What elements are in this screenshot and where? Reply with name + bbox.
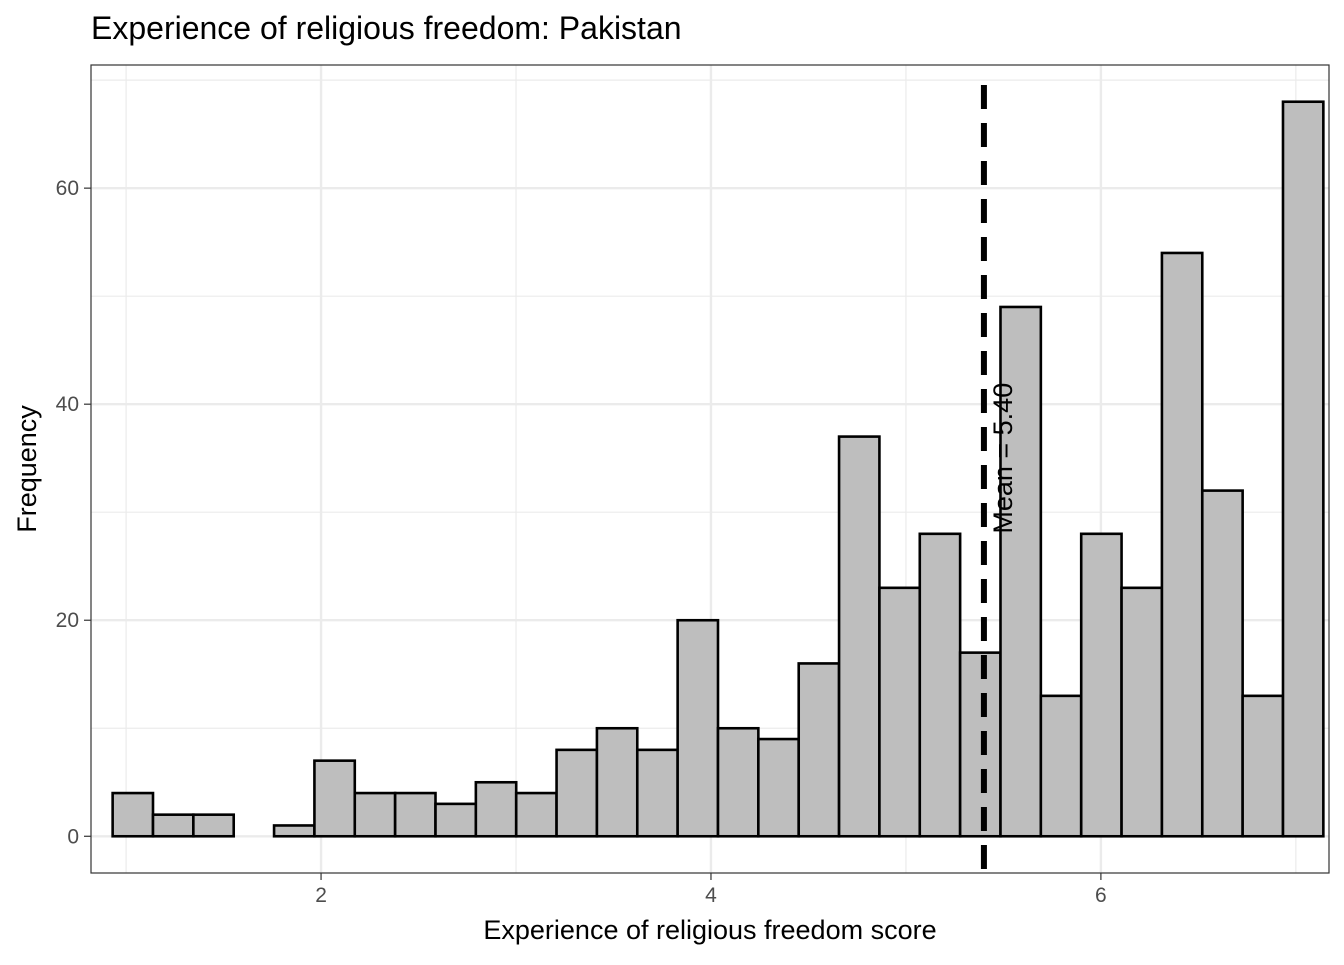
histogram-bar: [716, 726, 760, 838]
histogram-bar: [514, 791, 558, 838]
mean-label: Mean = 5.40: [988, 383, 1018, 534]
histogram-bar: [1241, 694, 1285, 838]
histogram-bar: [1039, 694, 1083, 838]
histogram-bar: [1079, 532, 1123, 838]
x-tick-label: 4: [705, 884, 717, 907]
y-tick-label: 0: [67, 825, 79, 848]
histogram-bar: [918, 532, 962, 838]
histogram-bar: [676, 618, 720, 838]
x-axis-title: Experience of religious freedom score: [483, 915, 936, 945]
histogram-bar: [595, 726, 639, 838]
histogram-bar: [313, 759, 357, 838]
histogram-bar: [111, 791, 155, 838]
histogram-bar: [192, 813, 236, 838]
y-axis-ticks: 0 20 40 60: [56, 177, 91, 848]
histogram-bar: [1120, 586, 1164, 838]
histogram-bar: [474, 780, 518, 838]
histogram-bar: [1281, 100, 1325, 838]
histogram-bar: [1200, 489, 1244, 838]
plot-panel-border: [90, 64, 1330, 874]
histogram-bar: [999, 305, 1043, 838]
y-tick-label: 60: [56, 177, 79, 200]
y-tick-label: 20: [56, 609, 79, 632]
y-axis-title: Frequency: [12, 405, 42, 533]
histogram-bar: [878, 586, 922, 838]
histogram-bar: [837, 435, 881, 838]
histogram-bar: [797, 662, 841, 838]
histogram-bar: [393, 791, 437, 838]
y-tick-label: 40: [56, 393, 79, 416]
histogram-bar: [1160, 251, 1204, 838]
histogram-bar: [555, 748, 599, 838]
histogram-bar: [434, 802, 478, 838]
histogram-bar: [635, 748, 679, 838]
histogram-bar: [272, 824, 316, 838]
histogram-bar: [757, 737, 801, 838]
histogram-bar: [353, 791, 397, 838]
x-tick-label: 6: [1095, 884, 1107, 907]
histogram-bar: [958, 651, 1002, 838]
histogram-bars: [111, 100, 1325, 838]
chart-title: Experience of religious freedom: Pakista…: [91, 10, 682, 46]
x-tick-label: 2: [315, 884, 327, 907]
histogram-bar: [151, 813, 195, 838]
x-axis-ticks: 2 4 6: [315, 873, 1107, 907]
